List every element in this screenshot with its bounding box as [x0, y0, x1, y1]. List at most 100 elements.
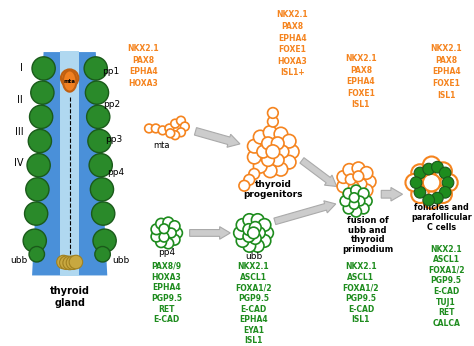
Circle shape: [61, 70, 78, 87]
Circle shape: [89, 154, 112, 177]
Text: III: III: [15, 127, 23, 137]
Circle shape: [31, 81, 54, 104]
Circle shape: [411, 185, 428, 203]
Text: CALCA: CALCA: [432, 319, 460, 328]
Circle shape: [423, 163, 435, 175]
Circle shape: [249, 169, 260, 179]
Text: ubb: ubb: [112, 256, 129, 265]
Circle shape: [29, 246, 45, 262]
Circle shape: [169, 235, 180, 245]
Text: FOXA1/2: FOXA1/2: [343, 283, 379, 292]
Circle shape: [264, 126, 277, 139]
Text: mta: mta: [154, 142, 170, 151]
Circle shape: [91, 178, 114, 201]
Circle shape: [274, 127, 288, 141]
Circle shape: [414, 167, 426, 179]
Text: E-CAD: E-CAD: [348, 304, 374, 313]
Circle shape: [251, 239, 264, 252]
Text: fusion of: fusion of: [347, 216, 389, 225]
Circle shape: [88, 129, 111, 153]
Circle shape: [26, 178, 49, 201]
Text: FOXA1/2: FOXA1/2: [428, 266, 465, 275]
Circle shape: [158, 126, 167, 135]
Polygon shape: [60, 51, 79, 276]
Circle shape: [351, 185, 361, 196]
Text: pp3: pp3: [105, 135, 122, 144]
Text: NKX2.1: NKX2.1: [345, 262, 377, 271]
Text: follicles and: follicles and: [414, 203, 469, 212]
Circle shape: [364, 175, 376, 188]
Circle shape: [276, 145, 289, 158]
Circle shape: [172, 228, 182, 238]
Text: RET: RET: [158, 304, 175, 313]
Circle shape: [435, 162, 452, 180]
Circle shape: [151, 231, 162, 242]
Circle shape: [163, 238, 173, 249]
Circle shape: [360, 184, 373, 197]
Text: pp1: pp1: [102, 67, 119, 76]
Circle shape: [85, 81, 109, 104]
Circle shape: [156, 237, 166, 247]
Circle shape: [257, 145, 270, 158]
Text: ubb: ubb: [245, 252, 262, 261]
Circle shape: [169, 221, 180, 231]
Circle shape: [95, 246, 110, 262]
Circle shape: [423, 191, 440, 209]
Circle shape: [236, 235, 249, 247]
Text: ISL1: ISL1: [244, 337, 263, 346]
Text: PAX8: PAX8: [350, 65, 372, 74]
Text: E-CAD: E-CAD: [433, 287, 459, 296]
Circle shape: [254, 227, 265, 239]
Circle shape: [57, 255, 70, 269]
Polygon shape: [31, 51, 109, 276]
Text: C cells: C cells: [427, 222, 456, 231]
Circle shape: [358, 203, 369, 214]
Circle shape: [69, 255, 82, 269]
Text: ubb and: ubb and: [348, 226, 387, 235]
Circle shape: [261, 227, 273, 239]
Text: EPHA4: EPHA4: [239, 315, 268, 324]
Circle shape: [151, 224, 162, 235]
Circle shape: [145, 124, 154, 133]
Text: NKX2.1: NKX2.1: [345, 54, 377, 63]
Text: FOXA1/2: FOXA1/2: [235, 283, 272, 292]
Text: EPHA4: EPHA4: [432, 67, 460, 76]
Circle shape: [337, 180, 350, 193]
Text: PAX8/9: PAX8/9: [151, 262, 182, 271]
Text: parafollicular: parafollicular: [411, 213, 472, 222]
Polygon shape: [274, 201, 336, 225]
Circle shape: [358, 188, 369, 199]
Circle shape: [93, 229, 116, 252]
Text: ubb: ubb: [10, 256, 27, 265]
Circle shape: [251, 214, 264, 226]
Text: II: II: [18, 95, 23, 106]
Circle shape: [254, 130, 267, 144]
Text: EPHA4: EPHA4: [152, 283, 181, 292]
Circle shape: [166, 228, 176, 238]
Circle shape: [274, 163, 288, 176]
Text: NKX2.1: NKX2.1: [276, 10, 308, 19]
Text: thyroid: thyroid: [255, 180, 292, 189]
Circle shape: [355, 196, 365, 206]
Circle shape: [439, 186, 451, 198]
Circle shape: [439, 167, 451, 179]
Circle shape: [87, 105, 110, 128]
Circle shape: [177, 116, 185, 125]
Circle shape: [23, 229, 46, 252]
Text: NKX2.1: NKX2.1: [430, 245, 462, 254]
Circle shape: [423, 156, 440, 174]
Circle shape: [151, 124, 160, 133]
Polygon shape: [194, 128, 240, 147]
Circle shape: [236, 219, 249, 231]
Text: I: I: [20, 63, 23, 73]
Circle shape: [442, 177, 454, 189]
Text: PAX8: PAX8: [132, 56, 154, 65]
Text: PGP9.5: PGP9.5: [151, 294, 182, 303]
Text: NKX2.1: NKX2.1: [430, 44, 462, 53]
Text: mta: mta: [64, 79, 76, 83]
Polygon shape: [381, 188, 402, 201]
Circle shape: [343, 188, 354, 199]
Circle shape: [411, 164, 428, 182]
Circle shape: [348, 182, 359, 192]
Text: ISL1: ISL1: [352, 100, 370, 109]
